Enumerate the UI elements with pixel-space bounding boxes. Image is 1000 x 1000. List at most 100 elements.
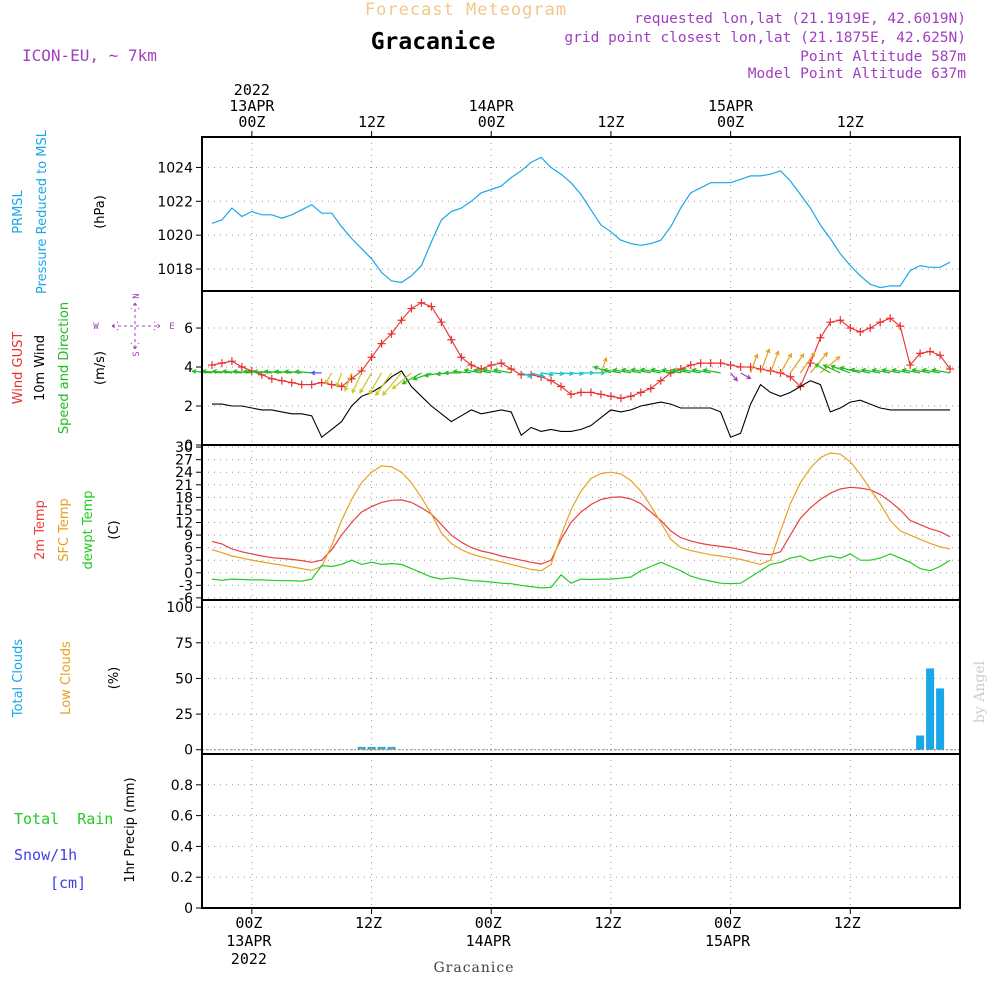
top-time-label: 12Z bbox=[597, 113, 624, 131]
series-line-2m-temp bbox=[211, 486, 951, 565]
wind-direction-arrow bbox=[359, 372, 373, 394]
wind-direction-arrow bbox=[401, 372, 422, 385]
credit-watermark: by Angel bbox=[972, 660, 988, 723]
wind-direction-arrow bbox=[822, 364, 841, 374]
temp-unit: (C) bbox=[107, 520, 122, 539]
wind-direction-arrow bbox=[351, 372, 363, 394]
total-clouds-bar bbox=[916, 735, 925, 750]
gust-marker bbox=[826, 318, 835, 327]
compass-w: W bbox=[93, 322, 99, 332]
bottom-time-label: 00Z bbox=[475, 914, 502, 932]
y-tick-label: 1024 bbox=[157, 160, 193, 176]
gust-marker bbox=[337, 382, 346, 391]
gust-marker bbox=[656, 376, 665, 385]
y-tick-label: 0.4 bbox=[171, 839, 193, 855]
gust-marker bbox=[836, 316, 845, 325]
top-time-label: 2022 bbox=[234, 81, 270, 99]
gridpoint-coords: grid point closest lon,lat (21.1875E, 42… bbox=[564, 30, 966, 46]
gust-marker bbox=[596, 390, 605, 399]
pressure-labels: PRMSL Pressure Reduced to MSL (hPa) bbox=[11, 129, 108, 294]
temp-dewpt-label: dewpt Temp bbox=[81, 490, 96, 569]
wind-speed-dir-label: Speed and Direction bbox=[57, 302, 72, 434]
gust-marker bbox=[636, 388, 645, 397]
y-tick-label: 0 bbox=[184, 743, 193, 759]
wind-direction-arrow bbox=[891, 367, 911, 374]
wind-direction-arrow bbox=[779, 352, 792, 374]
temp-sfc-label: SFC Temp bbox=[57, 498, 72, 562]
gust-marker bbox=[916, 349, 925, 358]
wind-direction-arrow bbox=[759, 348, 771, 374]
wind-direction-arrow bbox=[443, 370, 462, 376]
wind-direction-arrow bbox=[375, 372, 392, 397]
precip-panel: 0 0.2 0.4 0.6 0.8 bbox=[171, 753, 961, 917]
wind-direction-arrow bbox=[611, 367, 632, 374]
wind-direction-arrow bbox=[368, 372, 383, 396]
point-altitude: Point Altitude 587m bbox=[800, 49, 966, 65]
gust-marker bbox=[317, 378, 326, 387]
top-time-label: 00Z bbox=[717, 113, 744, 131]
gust-marker bbox=[856, 327, 865, 336]
gust-marker bbox=[886, 314, 895, 323]
gust-marker bbox=[217, 359, 226, 368]
wind-direction-arrow bbox=[472, 368, 492, 374]
wind-direction-arrow bbox=[901, 367, 921, 374]
gust-marker bbox=[586, 388, 595, 397]
wind-direction-arrow bbox=[310, 370, 322, 376]
wind-direction-arrow bbox=[600, 356, 608, 374]
gust-marker bbox=[407, 304, 416, 313]
wind-direction-arrow bbox=[602, 368, 622, 374]
panel-frame bbox=[201, 136, 961, 292]
bottom-time-label: 00Z bbox=[714, 914, 741, 932]
gust-marker bbox=[896, 322, 905, 331]
wind-direction-arrow bbox=[530, 372, 545, 378]
gust-marker bbox=[906, 361, 915, 370]
wind-direction-arrow bbox=[540, 371, 555, 377]
wind-direction-arrow bbox=[639, 367, 661, 374]
total-clouds-label: Total Clouds bbox=[11, 639, 26, 719]
wind-direction-arrow bbox=[911, 367, 931, 374]
gust-marker bbox=[417, 298, 426, 307]
y-tick-label: 6 bbox=[184, 541, 193, 557]
y-tick-label: 3 bbox=[184, 553, 193, 569]
gust-marker bbox=[377, 339, 386, 348]
gust-marker bbox=[387, 329, 396, 338]
temp-labels: 2m Temp SFC Temp dewpt Temp (C) bbox=[33, 490, 122, 569]
gust-marker bbox=[287, 378, 296, 387]
gust-marker bbox=[696, 359, 705, 368]
panel-frame bbox=[201, 290, 961, 446]
wind-direction-arrow bbox=[769, 350, 780, 374]
model-altitude: Model Point Altitude 637m bbox=[748, 66, 967, 82]
snow-unit-label: [cm] bbox=[50, 874, 86, 892]
gust-marker bbox=[207, 361, 216, 370]
gust-marker bbox=[606, 392, 615, 401]
wind-panel: 0 2 4 6 bbox=[184, 290, 961, 454]
gust-marker bbox=[307, 380, 316, 389]
gust-marker bbox=[686, 361, 695, 370]
y-tick-label: 12 bbox=[175, 516, 193, 532]
prmsl-label: PRMSL bbox=[11, 189, 26, 233]
gust-marker bbox=[786, 372, 795, 381]
wind-direction-arrow bbox=[482, 367, 502, 374]
precip-unit: 1hr Precip (mm) bbox=[123, 777, 138, 882]
wind-direction-arrow bbox=[809, 351, 829, 374]
gust-marker bbox=[437, 318, 446, 327]
wind-direction-arrow bbox=[681, 367, 701, 374]
wind-direction-arrow bbox=[242, 369, 262, 374]
gust-marker bbox=[277, 376, 286, 385]
bottom-time-label: 14APR bbox=[466, 932, 512, 950]
y-tick-label: 2 bbox=[184, 399, 193, 415]
bottom-time-label: 15APR bbox=[705, 932, 751, 950]
gust-marker bbox=[557, 382, 566, 391]
top-time-label: 15APR bbox=[708, 97, 754, 115]
compass-e: E bbox=[169, 322, 174, 332]
y-tick-label: 0.6 bbox=[171, 809, 193, 825]
y-tick-label: -3 bbox=[179, 578, 193, 594]
wind-direction-arrow bbox=[382, 372, 402, 396]
gust-marker bbox=[876, 318, 885, 327]
wind-direction-arrow bbox=[661, 367, 681, 374]
wind-direction-arrow bbox=[263, 369, 282, 375]
compass-rose-icon: N S W E bbox=[93, 293, 174, 356]
wind-direction-arrow bbox=[881, 367, 901, 374]
requested-coords: requested lon,lat (21.1919E, 42.6019N) bbox=[634, 11, 966, 27]
